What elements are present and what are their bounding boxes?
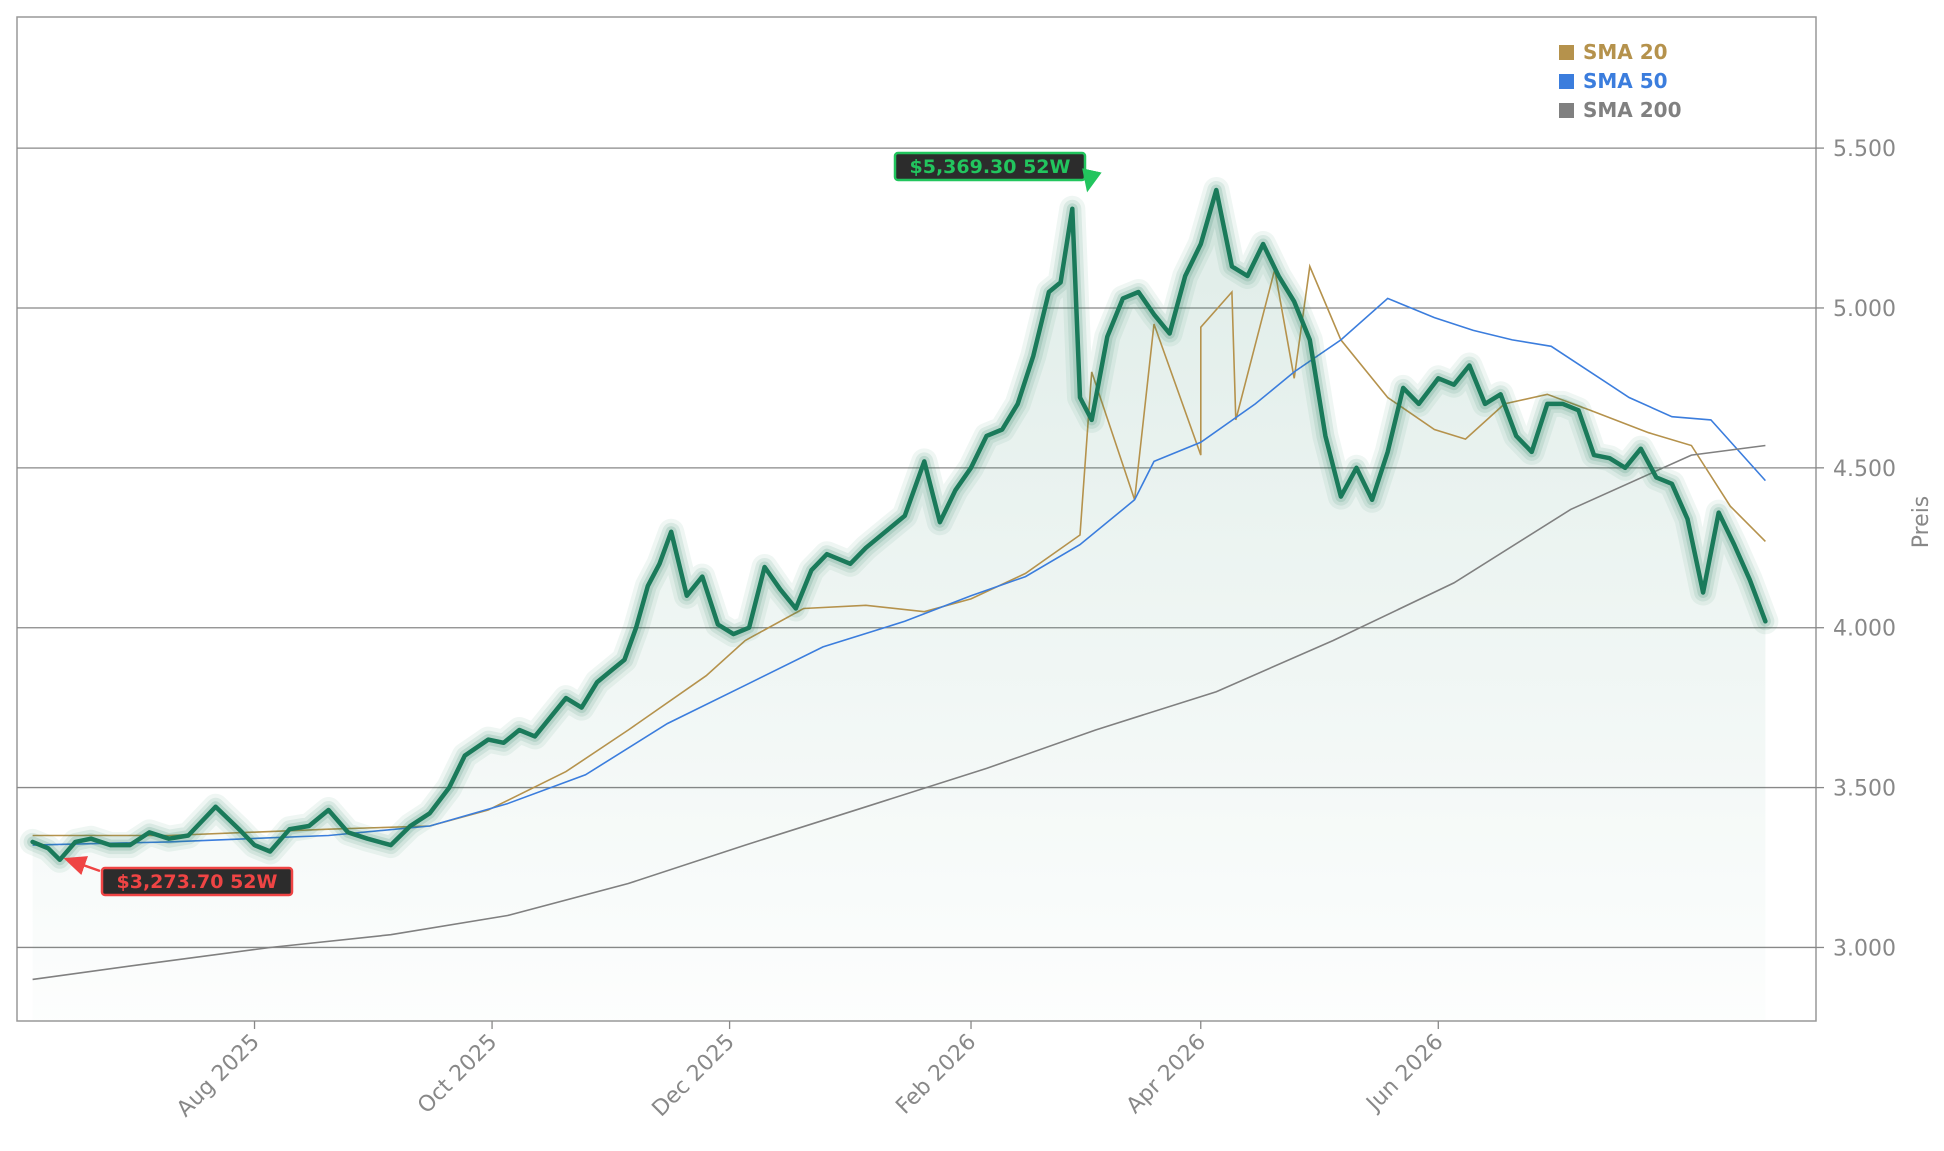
x-tick-label: Apr 2026 [1122, 1030, 1211, 1119]
price-area [32, 190, 1766, 1021]
annotations: $5,369.30 52W $3,273.70 52W [63, 151, 1102, 897]
x-axis: Aug 2025 Oct 2025 Dec 2025 Feb 2026 Apr 2026… [172, 1021, 1449, 1123]
low-52w-badge [100, 866, 294, 897]
low-52w-arrow [63, 856, 101, 876]
high-52w-arrow [1082, 168, 1102, 193]
high-52w-badge [893, 151, 1087, 182]
y-tick-label: 3.000 [1833, 936, 1896, 961]
series-lines [19, 177, 1779, 981]
y-tick-label: 4.000 [1833, 617, 1896, 642]
x-tick-label: Oct 2025 [413, 1030, 502, 1119]
series-line-sma-20 [32, 263, 1766, 837]
x-tick-label: Jun 2026 [1361, 1030, 1449, 1118]
y-tick-label: 5.000 [1833, 297, 1896, 322]
y-axis: 3.000 3.500 4.000 4.500 5.000 5.500 [1816, 137, 1896, 961]
y-tick-label: 5.500 [1833, 137, 1896, 162]
high-52w-label: $5,369.30 52W [910, 156, 1071, 178]
x-tick-label: Feb 2026 [891, 1030, 981, 1120]
low-52w-label: $3,273.70 52W [117, 871, 278, 893]
y-tick-label: 4.500 [1833, 457, 1896, 482]
legend-swatch [1559, 74, 1574, 89]
legend-swatch [1559, 45, 1574, 60]
x-tick-label: Dec 2025 [648, 1030, 740, 1122]
series-line-price [30, 187, 1768, 863]
legend-label: SMA 20 [1583, 40, 1668, 64]
legend-label: SMA 200 [1583, 98, 1682, 122]
series-line-sma-50 [32, 297, 1766, 846]
x-tick-label: Aug 2025 [172, 1030, 265, 1123]
legend-label: SMA 50 [1583, 69, 1668, 93]
series-line-sma-200 [32, 444, 1766, 981]
y-tick-label: 3.500 [1833, 777, 1896, 802]
y-axis-label: Preis [1909, 496, 1934, 549]
legend-swatch [1559, 103, 1574, 118]
price-area-fill [32, 190, 1766, 1021]
legend: SMA 20 SMA 50 SMA 200 [1559, 40, 1682, 122]
